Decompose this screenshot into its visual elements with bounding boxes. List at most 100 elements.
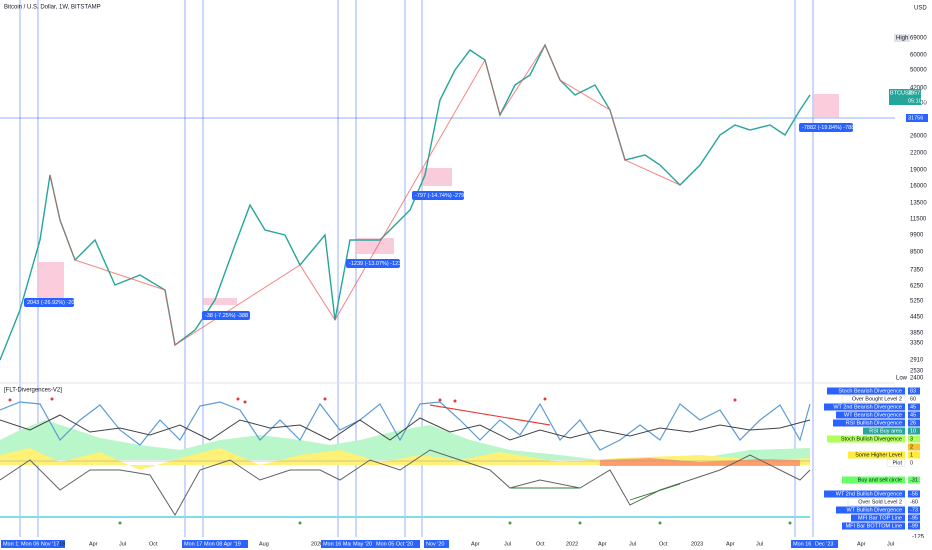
legend-value-tag — [908, 459, 920, 467]
time-label: Apr — [726, 541, 735, 547]
price-label: 6250 — [910, 284, 924, 290]
legend-tag — [836, 506, 905, 514]
price-label: 26000 — [910, 134, 927, 140]
time-label: Jul — [504, 541, 511, 547]
legend-label: RSI Bullish Divergence — [846, 420, 902, 426]
price-label: 2530 — [910, 369, 924, 375]
legend-value-tag — [908, 476, 920, 484]
time-tag — [424, 540, 449, 548]
time-tag — [1, 540, 23, 548]
legend-label: WT Bullish Divergence — [846, 507, 902, 513]
legend-value-tag — [908, 395, 920, 403]
legend-tag — [886, 459, 906, 467]
legend-value: 26 — [910, 420, 916, 426]
price-axis-labels: 6900060000500004200035000260002200019000… — [910, 36, 927, 375]
legend-value-tag — [908, 451, 920, 459]
legend-value: -56 — [910, 491, 918, 497]
legend-tag — [836, 411, 905, 419]
low-label: Low — [896, 376, 908, 382]
legend-label: Some Higher Level — [855, 452, 902, 458]
drawdown-boxes — [38, 94, 839, 305]
low-value: 2400 — [910, 376, 924, 382]
chart-title: Bitcoin / U.S. Dollar, 1W, BITSTAMP — [4, 5, 101, 11]
time-label: Oct — [536, 541, 545, 547]
legend-tag — [824, 403, 905, 411]
price-label: 22000 — [910, 151, 927, 157]
annotation: -38 (-7.25%) -388 — [205, 313, 248, 319]
legend-label: WT Bearish Divergence — [844, 412, 902, 418]
legend-tag — [863, 427, 905, 435]
legend-tag — [833, 419, 905, 427]
legend-value: 0 — [910, 460, 913, 466]
price-label: 4450 — [910, 315, 924, 321]
legend-tag — [842, 522, 905, 530]
legend-value-tag — [908, 427, 920, 435]
legend-label: Stoch Bullish Divergence — [841, 436, 902, 442]
legend-value: 3 — [910, 436, 913, 442]
price-label: 16000 — [910, 184, 927, 190]
price-label: 19000 — [910, 168, 927, 174]
legend-value-tag — [908, 419, 920, 427]
time-label: Jul — [756, 541, 763, 547]
indicator-legend: Stoch Bearish Divergence 83 Over Bought Le… — [824, 387, 920, 530]
legend-label: RSI Buy area — [869, 428, 903, 434]
legend-label: WT 2nd Bearish Divergence — [833, 404, 902, 410]
price-line-red — [49, 43, 681, 346]
price-axis-bg — [895, 0, 932, 550]
legend-value: 60 — [910, 396, 916, 402]
price-label: 69000 — [910, 36, 927, 42]
annotation: -1239 (-13.07%) -1239 — [349, 261, 404, 267]
time-label: Mon 05 Oct '20 — [376, 541, 413, 547]
legend-value: 2 — [910, 444, 913, 450]
time-label: Mon 17 — [184, 541, 202, 547]
currency: USD — [914, 6, 927, 12]
countdown: 05:10:32 — [908, 98, 929, 104]
legend-value-tag — [908, 498, 920, 506]
time-label: 18 — [59, 541, 65, 547]
legend-value-tag — [908, 522, 920, 530]
legend-value-tag — [908, 490, 920, 498]
legend-value: 10 — [910, 428, 916, 434]
time-label: Mon 06 Nov '17 — [21, 541, 59, 547]
time-label: Jul — [887, 541, 894, 547]
price-label: 11500 — [910, 217, 927, 223]
time-label: Apr — [857, 541, 866, 547]
legend-label: Plot — [893, 460, 903, 466]
legend-label: WT 2nd Bullish Divergence — [836, 491, 902, 497]
time-label: Jul — [119, 541, 126, 547]
time-label: Apr — [471, 541, 480, 547]
price-tag — [889, 89, 921, 105]
legend-value-tag — [908, 411, 920, 419]
price-label: 8500 — [910, 250, 924, 256]
price-label: 50000 — [910, 68, 927, 74]
time-tag — [351, 540, 376, 548]
indicator-name: [FLT-Divergences-V2] — [4, 388, 62, 394]
legend-label: MFI Bar BOTTOM Line — [846, 523, 902, 529]
time-axis: Mon 11 Mon 06 Nov '17 18 Apr Jul Oct Mon 17 Mon… — [1, 540, 894, 548]
time-label: Apr — [89, 541, 98, 547]
time-label: Mon 08 Apr '19 — [204, 541, 241, 547]
legend-tag — [851, 514, 905, 522]
time-label: Mon 16 Oct '23 — [793, 541, 830, 547]
time-label: Apr — [598, 541, 607, 547]
time-label: 2022 — [566, 541, 578, 547]
legend-value: -99 — [910, 523, 918, 529]
time-label: Aug — [259, 541, 269, 547]
price-label: 7350 — [910, 268, 924, 274]
indicator-plots — [0, 397, 811, 525]
price-label: 2910 — [910, 358, 924, 364]
crosshair-tag — [906, 114, 928, 122]
annotation: -7882 (-19.84%) -7882 — [802, 125, 857, 131]
legend-tag — [848, 451, 905, 459]
time-label: Oct — [149, 541, 158, 547]
price-label: 13500 — [910, 201, 927, 207]
price-label: 3850 — [910, 331, 924, 337]
time-label: Dec '23 — [815, 541, 833, 547]
time-tag — [19, 540, 65, 548]
time-label: Mon 11 — [3, 541, 21, 547]
legend-value-tag — [908, 514, 920, 522]
legend-tag — [827, 387, 905, 395]
legend-value-tag — [908, 443, 920, 451]
legend-label: Over Sold Level 2 — [858, 499, 902, 505]
